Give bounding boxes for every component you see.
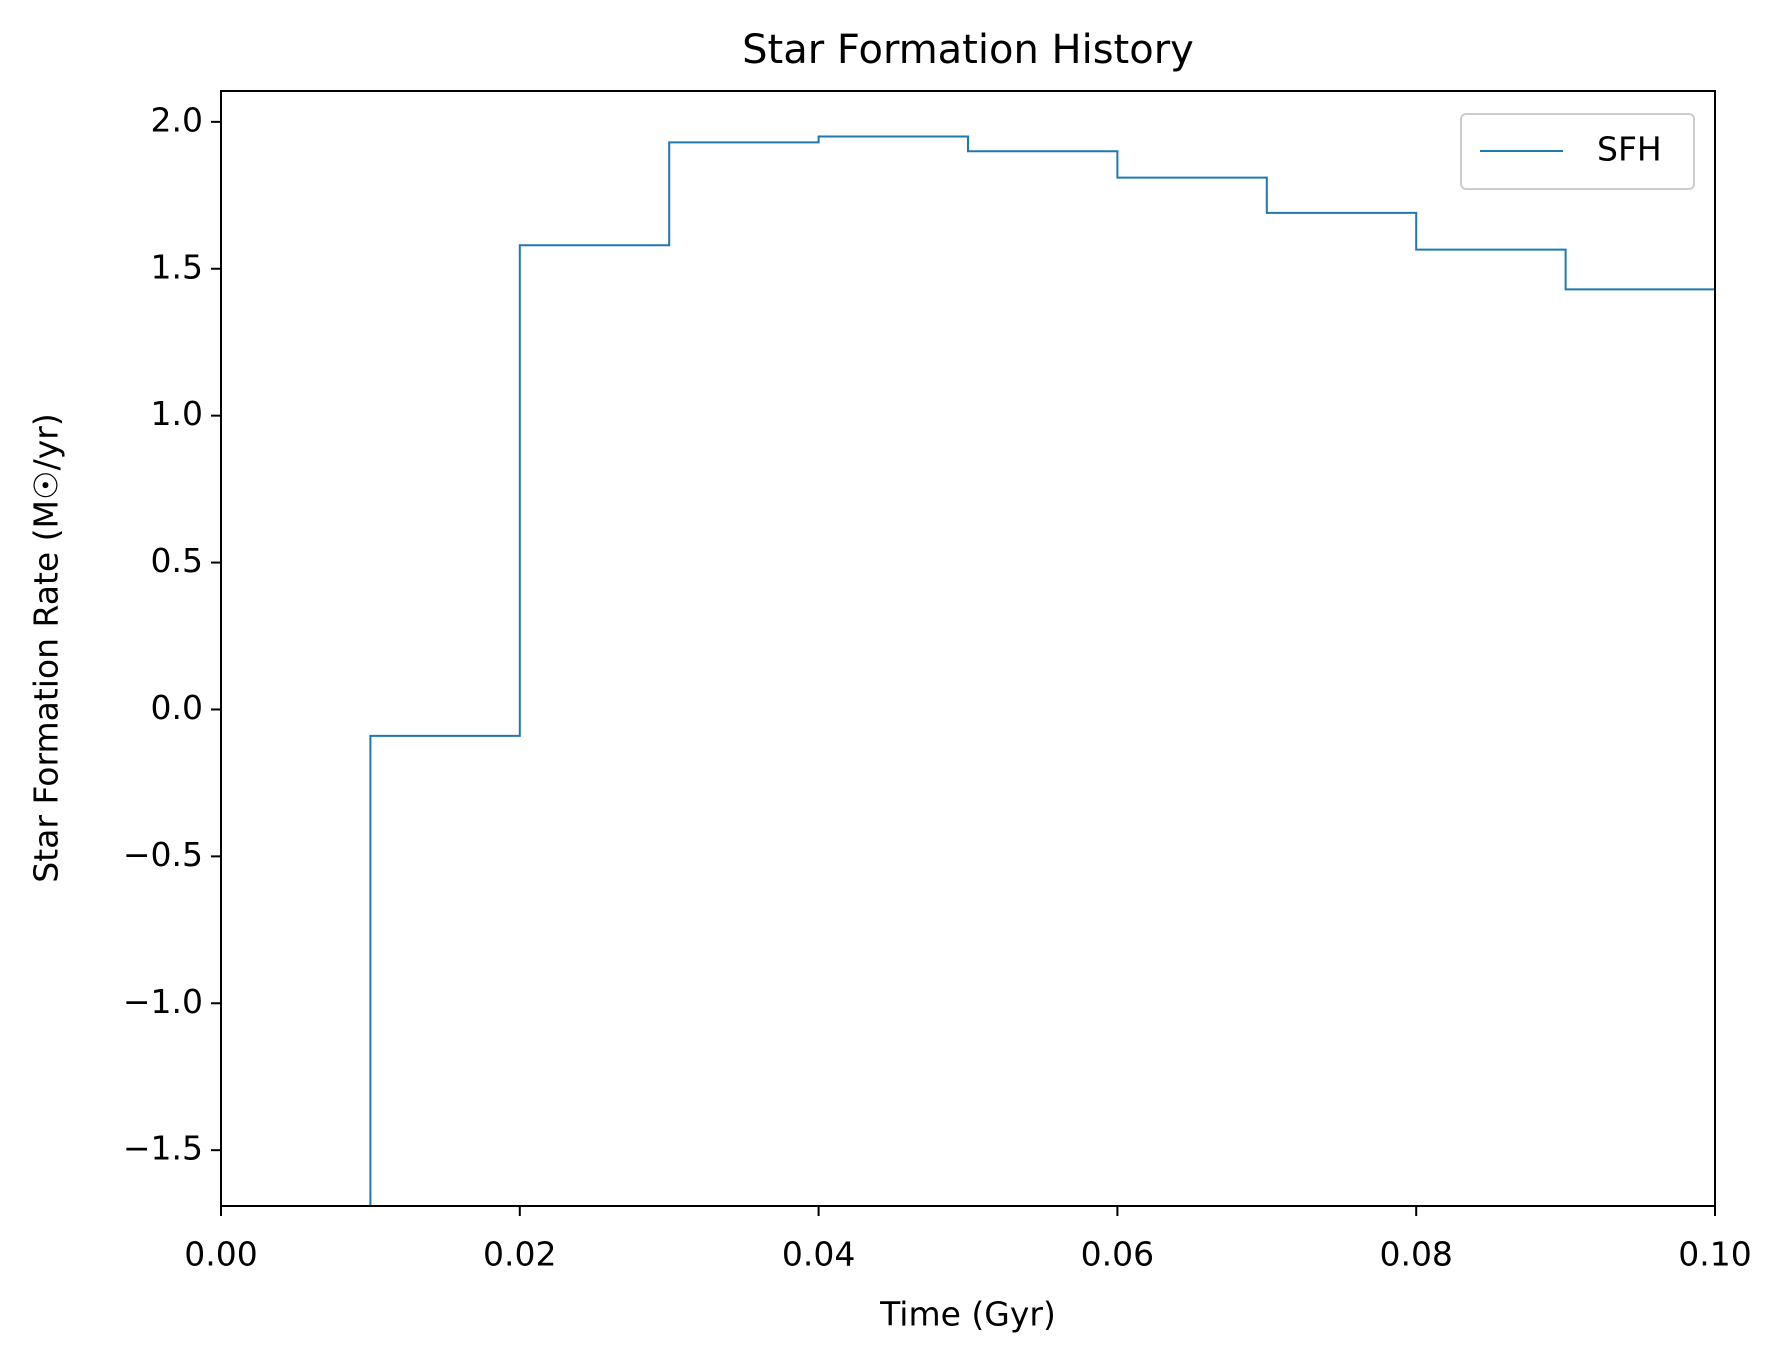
legend-label: SFH — [1597, 130, 1662, 169]
chart-title: Star Formation History — [742, 27, 1194, 73]
y-tick-label: 0.5 — [151, 541, 203, 580]
x-tick-label: 0.06 — [1081, 1235, 1154, 1274]
sfh-line — [369, 135, 1715, 1206]
x-tick-label: 0.04 — [782, 1235, 855, 1274]
axes-frame — [220, 90, 1716, 1207]
x-tick-label: 0.00 — [184, 1235, 257, 1274]
y-tick-label: −1.5 — [123, 1129, 203, 1168]
y-tick-label: 0.0 — [151, 688, 203, 727]
y-tick-label: −0.5 — [123, 835, 203, 874]
legend-box — [1460, 113, 1695, 190]
x-axis-label: Time (Gyr) — [879, 1295, 1056, 1334]
y-tick-label: 1.5 — [151, 247, 203, 286]
plot-area — [369, 135, 1715, 1206]
y-tick-label: 1.0 — [151, 394, 203, 433]
x-tick-label: 0.02 — [483, 1235, 556, 1274]
x-tick-label: 0.08 — [1379, 1235, 1452, 1274]
y-tick-label: 2.0 — [151, 100, 203, 139]
y-tick-label: −1.0 — [123, 982, 203, 1021]
y-axis-label: Star Formation Rate (M☉/yr) — [27, 413, 66, 882]
x-tick-label: 0.10 — [1678, 1235, 1751, 1274]
